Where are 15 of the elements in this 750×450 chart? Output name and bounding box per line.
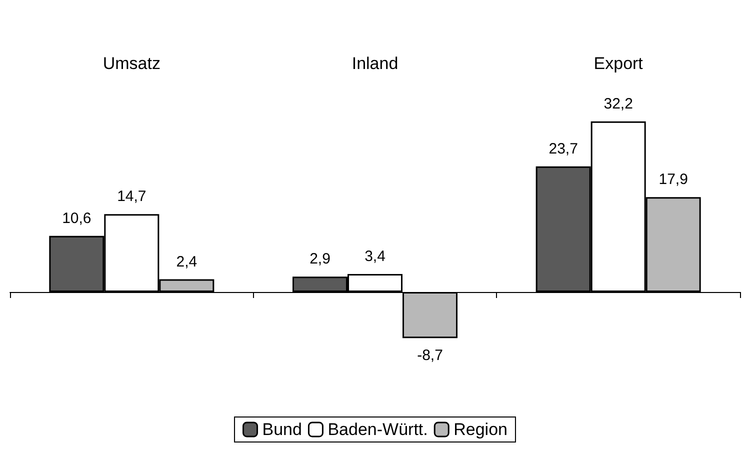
x-tick-label: Inland [352, 54, 398, 73]
x-tick-label: Export [594, 54, 644, 73]
data-label: 2,9 [310, 250, 330, 268]
data-label: 32,2 [604, 95, 633, 112]
legend-label: Baden-Württ. [328, 420, 428, 439]
data-label: -8,7 [417, 347, 443, 364]
legend-label: Bund [262, 420, 302, 439]
data-label: 14,7 [117, 188, 146, 206]
data-label: 10,6 [62, 210, 92, 227]
data-label: 3,4 [364, 248, 386, 265]
data-label: 17,9 [658, 171, 688, 188]
data-label: 23,7 [548, 140, 578, 158]
data-label: 2,4 [176, 253, 198, 270]
legend-label: Region [454, 420, 508, 439]
x-tick-label: Umsatz [102, 54, 160, 73]
